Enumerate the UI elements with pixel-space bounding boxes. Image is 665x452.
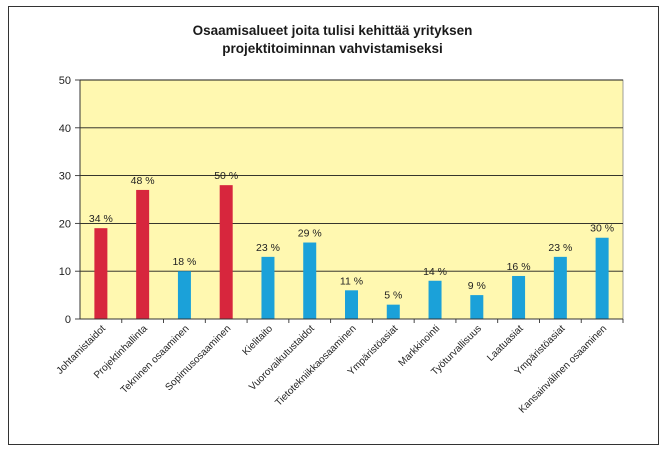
data-label: 23 % <box>256 242 280 254</box>
y-tick-label: 30 <box>59 171 71 183</box>
bar <box>428 280 442 319</box>
data-label: 9 % <box>468 280 486 292</box>
category-labels: JohtamistaidotProjektinhallintaTekninen … <box>55 319 624 416</box>
data-label: 29 % <box>298 228 322 240</box>
bar <box>512 275 526 319</box>
bar <box>219 185 233 319</box>
category-label: Kansainvälinen osaaminen <box>517 323 609 415</box>
data-labels: 34 % 48 % 18 % 50 % 23 % 29 % 11 % 5 % 14 % 9 % 16… <box>89 170 614 302</box>
chart-title: Osaamisalueet joita tulisi kehittää yrit… <box>0 22 665 58</box>
bar <box>261 256 275 319</box>
data-label: 11 % <box>340 275 363 287</box>
y-tick-label: 20 <box>59 218 71 230</box>
data-label: 30 % <box>590 223 614 235</box>
data-label: 23 % <box>548 242 572 254</box>
y-tick-label: 50 <box>59 75 71 87</box>
bars <box>94 185 609 319</box>
chart-title-line-1: Osaamisalueet joita tulisi kehittää yrit… <box>192 23 473 38</box>
y-tick-label: 10 <box>59 266 71 278</box>
data-label: 16 % <box>507 261 531 273</box>
bar <box>470 295 484 319</box>
bar <box>595 237 609 319</box>
data-label: 50 % <box>214 170 238 182</box>
category-label: Tietotekniikkaosaaminen <box>273 323 358 408</box>
gridlines <box>80 79 623 272</box>
category-label: Kielitaito <box>241 323 276 358</box>
data-label: 5 % <box>384 290 402 302</box>
y-axis-ticks: 0 10 20 30 40 50 <box>59 75 80 326</box>
bar <box>94 228 108 319</box>
bar <box>553 256 567 319</box>
bar <box>345 290 358 319</box>
data-label: 14 % <box>423 266 447 278</box>
category-label: Laatuasiat <box>485 323 526 364</box>
data-label: 48 % <box>131 175 155 187</box>
category-label: Markkinointi <box>397 323 443 369</box>
bar <box>136 189 150 319</box>
y-tick-label: 0 <box>65 314 71 326</box>
y-tick-label: 40 <box>59 123 71 135</box>
bar <box>303 242 317 319</box>
data-label: 34 % <box>89 213 113 225</box>
bar <box>177 271 191 319</box>
plot-area <box>79 79 624 320</box>
chart-title-line-2: projektitoiminnan vahvistamiseksi <box>222 41 443 56</box>
bar <box>386 304 400 319</box>
data-label: 18 % <box>172 256 196 268</box>
